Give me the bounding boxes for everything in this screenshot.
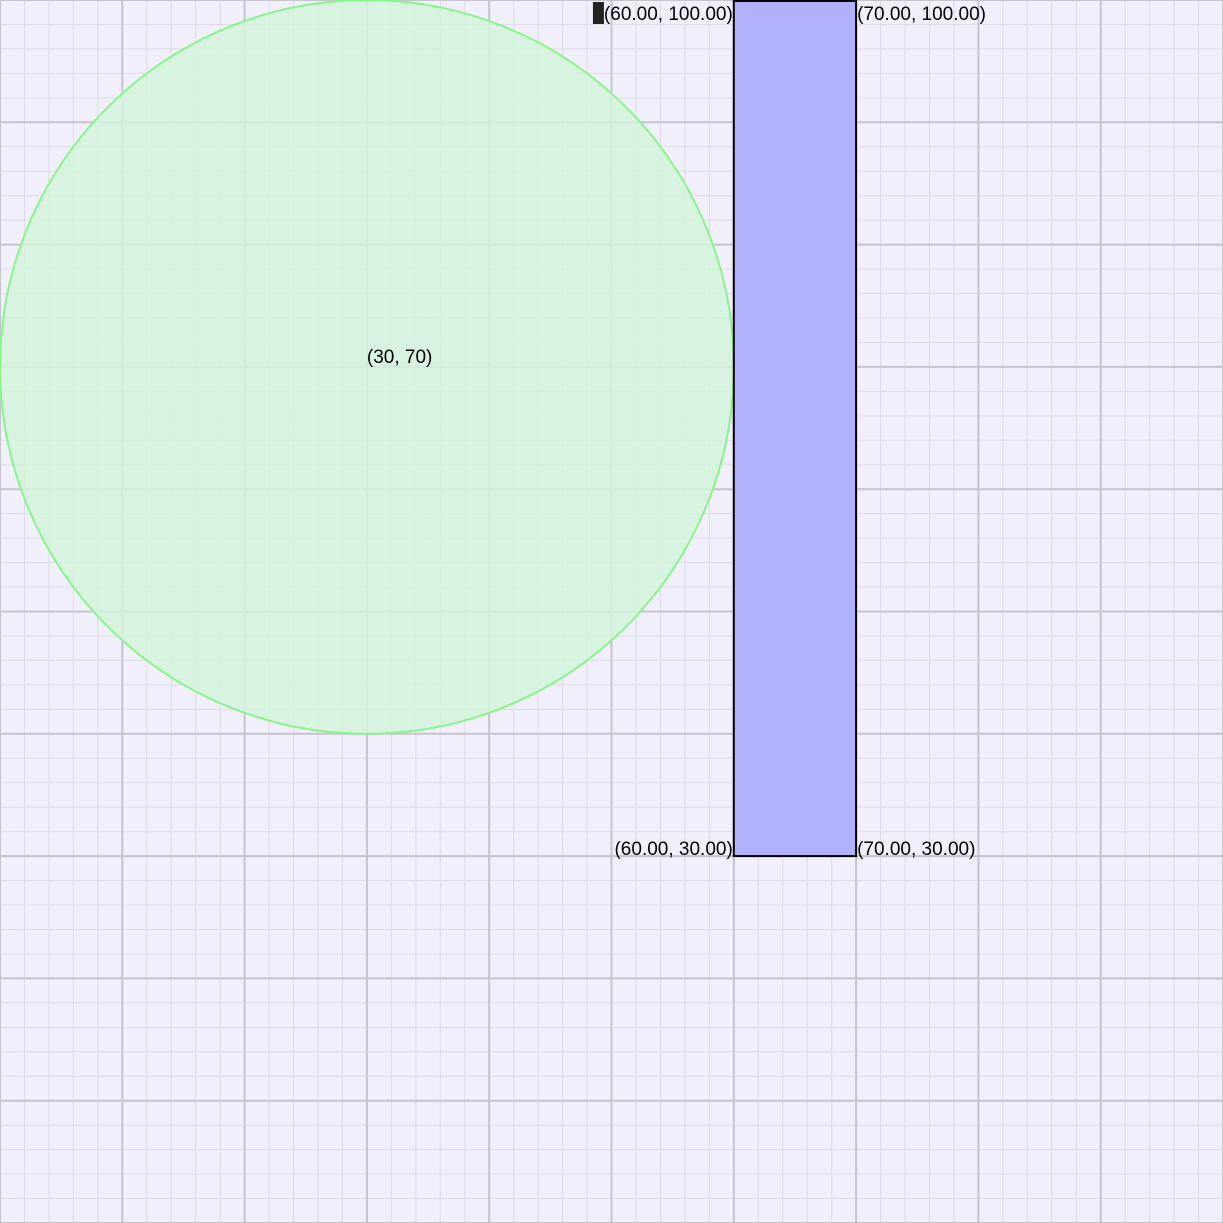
text-cursor-icon	[592, 2, 604, 24]
rectangle-shape[interactable]	[732, 0, 858, 858]
rectangle-bottom-left-label: (60.00, 30.00)	[614, 839, 732, 860]
rectangle-bottom-right-label: (70.00, 30.00)	[857, 839, 975, 860]
rectangle-top-left-label: (60.00, 100.00)	[604, 4, 733, 25]
circle-center-label: (30, 70)	[367, 347, 432, 368]
rectangle-top-right-label: (70.00, 100.00)	[857, 4, 986, 25]
